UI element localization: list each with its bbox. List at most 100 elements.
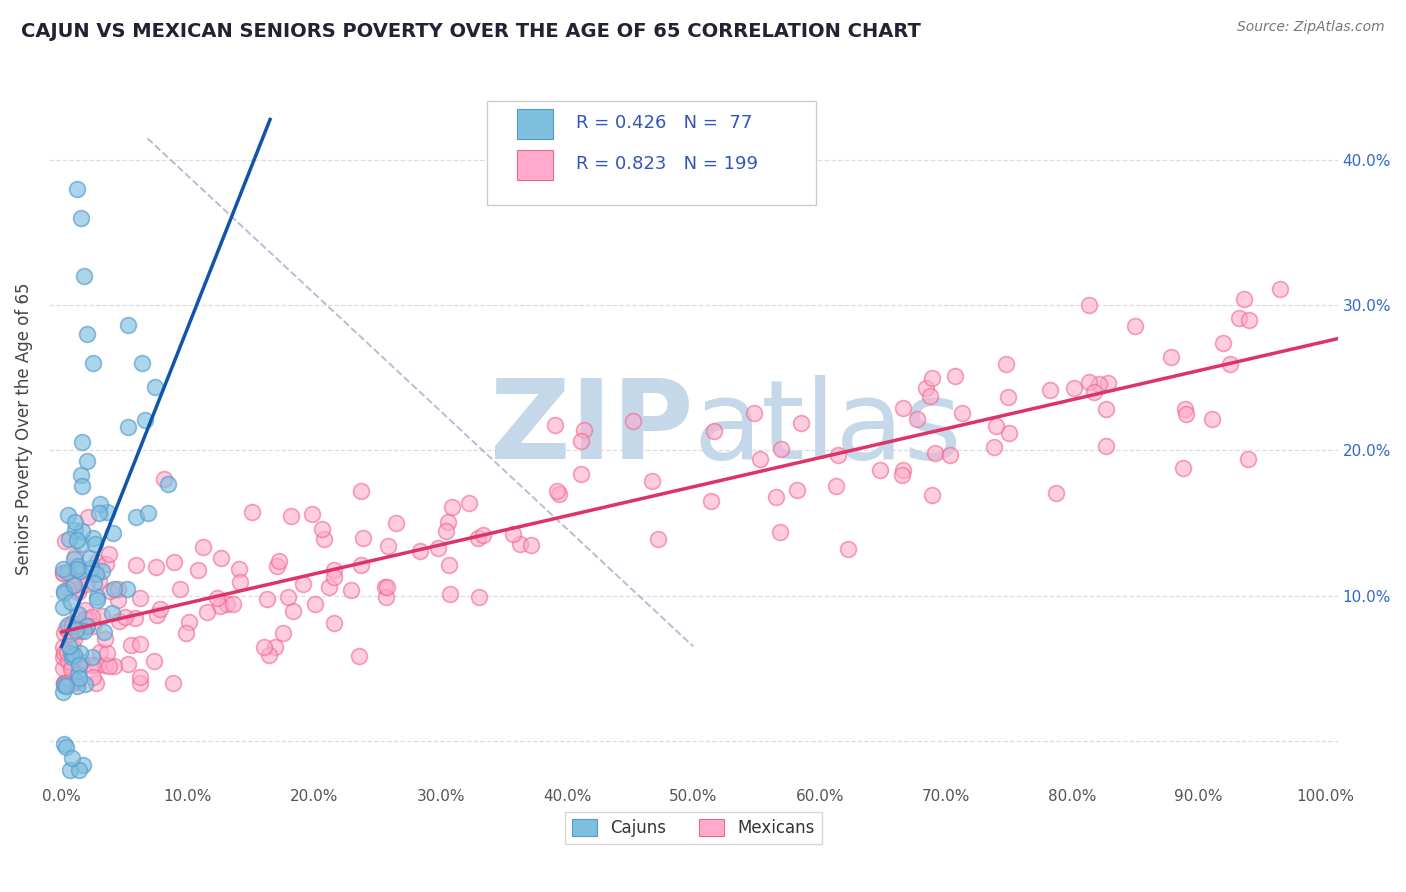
Point [502, 527, 524, 541]
Point [67, 671, 90, 685]
Point [143, 380, 166, 394]
Point [749, 451, 772, 466]
Point [1227, 310, 1250, 325]
Point [59, 658, 82, 673]
Point [129, 675, 152, 690]
Point [1083, 385, 1105, 400]
Point [97, 659, 120, 673]
Point [136, 506, 159, 520]
Point [59, 627, 82, 641]
Point [905, 412, 928, 426]
Point [96, 505, 118, 519]
Point [891, 401, 914, 415]
Point [52, 685, 75, 699]
Point [52, 599, 75, 614]
Point [700, 493, 723, 508]
Point [56, 618, 79, 632]
Point [1078, 376, 1101, 390]
Point [82, 650, 104, 665]
Point [65, 674, 87, 689]
Point [53, 534, 76, 549]
Point [55, 675, 77, 690]
Point [1237, 451, 1260, 466]
Point [1123, 319, 1146, 334]
Point [240, 505, 263, 519]
Point [997, 426, 1019, 441]
Point [63, 552, 86, 566]
Point [520, 538, 543, 552]
Point [891, 463, 914, 477]
Point [84, 675, 107, 690]
Point [1219, 357, 1241, 371]
Point [86, 592, 108, 607]
Point [67, 657, 90, 672]
Point [67, 607, 90, 621]
Point [55, 740, 77, 755]
Point [72, 758, 94, 772]
Bar [517, 109, 553, 139]
Point [467, 532, 489, 546]
Point [56, 654, 79, 668]
Point [117, 582, 139, 596]
Point [924, 446, 946, 460]
Point [89, 506, 111, 520]
Point [67, 574, 90, 588]
Point [107, 614, 129, 628]
Point [76, 618, 98, 632]
Point [997, 390, 1019, 404]
Point [70, 524, 93, 538]
Point [426, 541, 449, 555]
Point [114, 609, 136, 624]
Point [349, 558, 371, 573]
Point [228, 562, 250, 576]
Point [65, 675, 87, 690]
Point [53, 678, 76, 692]
Point [472, 528, 495, 542]
Point [439, 587, 461, 601]
Point [66, 182, 89, 196]
Point [60, 658, 83, 673]
Point [169, 582, 191, 596]
Point [434, 524, 457, 538]
Point [647, 533, 669, 547]
Point [52, 584, 75, 599]
Point [53, 646, 76, 660]
Point [70, 655, 93, 669]
Point [82, 356, 104, 370]
Point [60, 619, 83, 633]
Point [63, 632, 86, 647]
Point [103, 658, 125, 673]
Point [1095, 401, 1118, 416]
Point [825, 479, 848, 493]
Bar [517, 150, 553, 179]
Point [1160, 351, 1182, 365]
FancyBboxPatch shape [486, 102, 815, 204]
Point [52, 566, 75, 580]
Point [91, 565, 114, 579]
Point [263, 640, 285, 655]
Point [145, 560, 167, 574]
Point [149, 601, 172, 615]
Point [283, 604, 305, 618]
Point [765, 490, 787, 504]
Point [253, 640, 276, 654]
Point [145, 608, 167, 623]
Point [60, 675, 83, 690]
Point [277, 590, 299, 604]
Point [1038, 383, 1060, 397]
Point [52, 661, 75, 675]
Point [60, 639, 83, 653]
Point [352, 531, 374, 545]
Point [995, 357, 1018, 371]
Point [56, 565, 79, 579]
Point [280, 508, 302, 523]
Point [80, 561, 103, 575]
Point [436, 516, 458, 530]
Point [65, 533, 87, 547]
Point [323, 569, 346, 583]
Point [94, 657, 117, 672]
Point [271, 626, 294, 640]
Point [197, 605, 219, 619]
Point [939, 448, 962, 462]
Point [89, 497, 111, 511]
